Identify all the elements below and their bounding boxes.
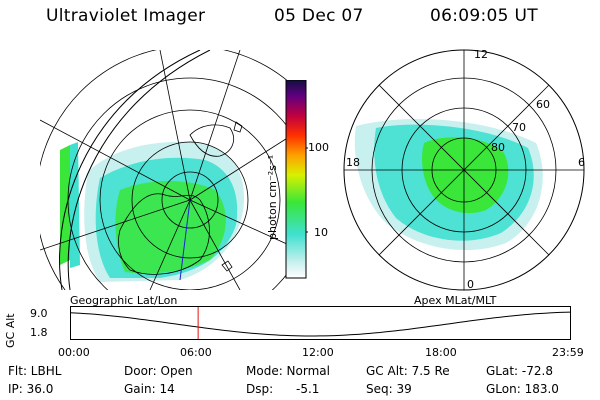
alt-ytick-9: 9.0 bbox=[30, 307, 48, 320]
alt-plot-ylabel: GC Alt bbox=[4, 313, 17, 348]
alt-xtick-2359: 23:59 bbox=[552, 346, 584, 359]
alt-ytick-1.8: 1.8 bbox=[30, 326, 48, 339]
alt-xtick-1200: 12:00 bbox=[302, 346, 334, 359]
seq-status: Seq: 39 bbox=[366, 382, 412, 396]
colorbar-tick-100: 100 bbox=[308, 141, 329, 154]
colorbar-tick-10: 10 bbox=[314, 226, 328, 239]
instrument-title: Ultraviolet Imager bbox=[46, 6, 206, 26]
geographic-map bbox=[40, 50, 300, 290]
dsp-value: -5.1 bbox=[296, 382, 320, 396]
glon-status: GLon: 183.0 bbox=[486, 382, 559, 396]
apex-map-label: Apex MLat/MLT bbox=[414, 294, 497, 307]
colorbar-unit-label: photon cm⁻²s⁻¹ bbox=[266, 154, 279, 240]
alt-xtick-0000: 00:00 bbox=[58, 346, 90, 359]
apex-polar-map bbox=[343, 49, 585, 291]
gc-alt-status: GC Alt: 7.5 Re bbox=[366, 364, 450, 378]
geo-map-label: Geographic Lat/Lon bbox=[70, 294, 178, 307]
time-label: 06:09:05 UT bbox=[430, 6, 538, 26]
lat-label-80: 80 bbox=[491, 141, 505, 154]
lat-label-60: 60 bbox=[536, 98, 550, 111]
glat-status: GLat: -72.8 bbox=[486, 364, 553, 378]
colorbar bbox=[285, 80, 308, 279]
door-status: Door: Open bbox=[124, 364, 193, 378]
alt-xtick-0600: 06:00 bbox=[180, 346, 212, 359]
mlt-label-12: 12 bbox=[474, 48, 488, 61]
mlt-label-18: 18 bbox=[346, 156, 360, 169]
alt-xtick-1800: 18:00 bbox=[425, 346, 457, 359]
altitude-plot bbox=[70, 306, 571, 340]
gain-status: Gain: 14 bbox=[124, 382, 175, 396]
filter-status: Flt: LBHL bbox=[8, 364, 62, 378]
ip-status: IP: 36.0 bbox=[8, 382, 54, 396]
dsp-label: Dsp: bbox=[246, 382, 274, 396]
mode-status: Mode: Normal bbox=[246, 364, 330, 378]
mlt-label-0: 0 bbox=[467, 278, 474, 291]
lat-label-70: 70 bbox=[512, 121, 526, 134]
date-label: 05 Dec 07 bbox=[274, 6, 364, 26]
mlt-label-6: 6 bbox=[578, 156, 585, 169]
